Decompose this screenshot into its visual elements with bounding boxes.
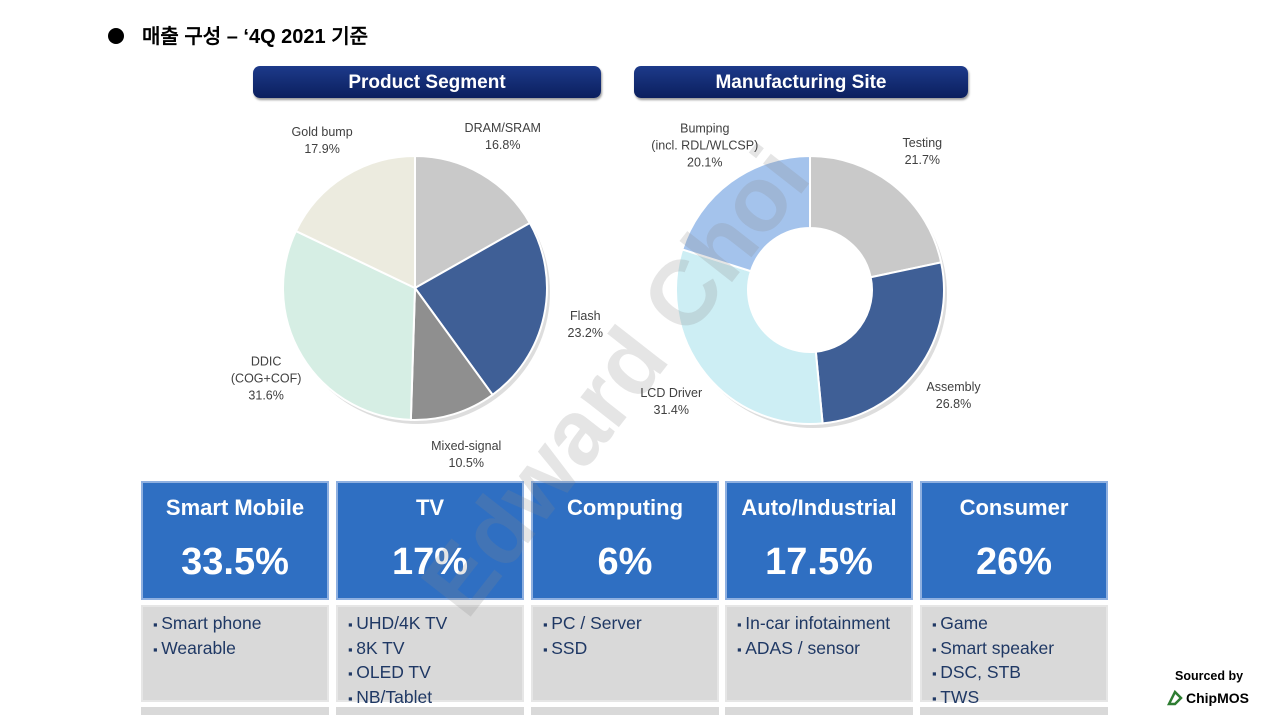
card-header: Auto/Industrial 17.5% xyxy=(725,481,913,600)
category-label: LCD Driver xyxy=(640,385,703,400)
card-body: UHD/4K TV8K TVOLED TVNB/Tablet xyxy=(336,605,524,707)
card-value: 17% xyxy=(391,541,469,583)
donut-hole xyxy=(748,228,872,352)
category-label: Assembly xyxy=(926,379,981,394)
card-name: Smart Mobile xyxy=(165,495,305,520)
value-label: 10.5% xyxy=(448,455,484,470)
card-item: Smart phone xyxy=(153,612,317,637)
card-strip xyxy=(141,707,329,715)
card-body: In-car infotainmentADAS / sensor xyxy=(725,605,913,702)
card-header: Smart Mobile 33.5% xyxy=(141,481,329,600)
card-item: DSC, STB xyxy=(932,661,1096,686)
category-label: Bumping (incl. RDL/WLCSP) xyxy=(651,121,759,153)
slice-label: Bumping (incl. RDL/WLCSP) 20.1% xyxy=(651,121,758,172)
card-strip xyxy=(531,707,719,715)
pie-slice xyxy=(414,154,532,290)
value-label: 26.8% xyxy=(935,396,972,411)
value-label: 21.7% xyxy=(904,152,941,167)
card-item: Smart speaker xyxy=(932,637,1096,662)
slice-label: DRAM/SRAM 16.8% xyxy=(465,120,541,154)
chart-title: Product Segment xyxy=(253,66,601,98)
slice-label: Mixed-signal 10.5% xyxy=(431,438,501,472)
card-strip xyxy=(336,707,524,715)
slice-label: LCD Driver 31.4% xyxy=(640,385,702,419)
category-label: Mixed-signal xyxy=(431,438,502,453)
card-name: Consumer xyxy=(959,495,1069,520)
card-item: PC / Server xyxy=(543,612,707,637)
card-item: In-car infotainment xyxy=(737,612,901,637)
category-label: Gold bump xyxy=(291,124,353,139)
logo-icon xyxy=(1166,689,1183,706)
card-item: Game xyxy=(932,612,1096,637)
pie-slice xyxy=(409,285,494,421)
card-body: GameSmart speakerDSC, STBTWS xyxy=(920,605,1108,707)
pie-slice xyxy=(282,229,417,421)
slide-title: 매출 구성 – ‘4Q 2021 기준 xyxy=(108,20,368,49)
card-strip xyxy=(725,707,913,715)
card-name: TV xyxy=(415,495,445,520)
card-item: SSD xyxy=(543,637,707,662)
card-value: 33.5% xyxy=(181,541,289,583)
card-item: Wearable xyxy=(153,637,317,662)
card-name: Computing xyxy=(566,495,684,520)
value-label: 31.6% xyxy=(248,388,284,403)
value-label: 23.2% xyxy=(567,325,603,340)
category-label: Flash xyxy=(569,308,601,323)
card-item: TWS xyxy=(932,686,1096,711)
card-item: ADAS / sensor xyxy=(737,637,901,662)
pie-slice xyxy=(413,221,548,397)
card-header: Computing 6% xyxy=(531,481,719,600)
card-item: UHD/4K TV xyxy=(348,612,512,637)
slice-label: Gold bump 17.9% xyxy=(292,124,353,158)
source-label: Sourced by xyxy=(1175,669,1244,683)
card-item: 8K TV xyxy=(348,637,512,662)
card-strip xyxy=(920,707,1108,715)
category-label: Testing xyxy=(902,135,943,150)
value-label: 31.4% xyxy=(653,402,689,417)
value-label: 20.1% xyxy=(687,155,723,170)
category-label: DDIC (COG+COF) xyxy=(230,354,302,386)
value-label: 17.9% xyxy=(304,141,340,156)
chart-title: Manufacturing Site xyxy=(634,66,968,98)
card-value: 26% xyxy=(975,541,1053,583)
card-header: Consumer 26% xyxy=(920,481,1108,600)
slice-label: Assembly 26.8% xyxy=(926,379,980,413)
category-label: DRAM/SRAM xyxy=(464,121,541,136)
card-body: PC / ServerSSD xyxy=(531,605,719,702)
source-logo: ChipMOS xyxy=(1166,689,1249,707)
slice-label: Testing 21.7% xyxy=(902,135,942,169)
slice-label: Flash 23.2% xyxy=(568,308,603,342)
card-header: TV 17% xyxy=(336,481,524,600)
slice-label: DDIC (COG+COF) 31.6% xyxy=(231,353,301,404)
card-item: OLED TV xyxy=(348,661,512,686)
card-body: Smart phoneWearable xyxy=(141,605,329,702)
card-value: 6% xyxy=(597,541,653,583)
pie-slice xyxy=(681,154,811,273)
card-item: NB/Tablet xyxy=(348,686,512,711)
card-value: 17.5% xyxy=(765,541,873,583)
value-label: 16.8% xyxy=(485,138,521,153)
pie-slice xyxy=(294,154,416,290)
source-company: ChipMOS xyxy=(1186,690,1249,706)
card-name: Auto/Industrial xyxy=(741,495,897,520)
